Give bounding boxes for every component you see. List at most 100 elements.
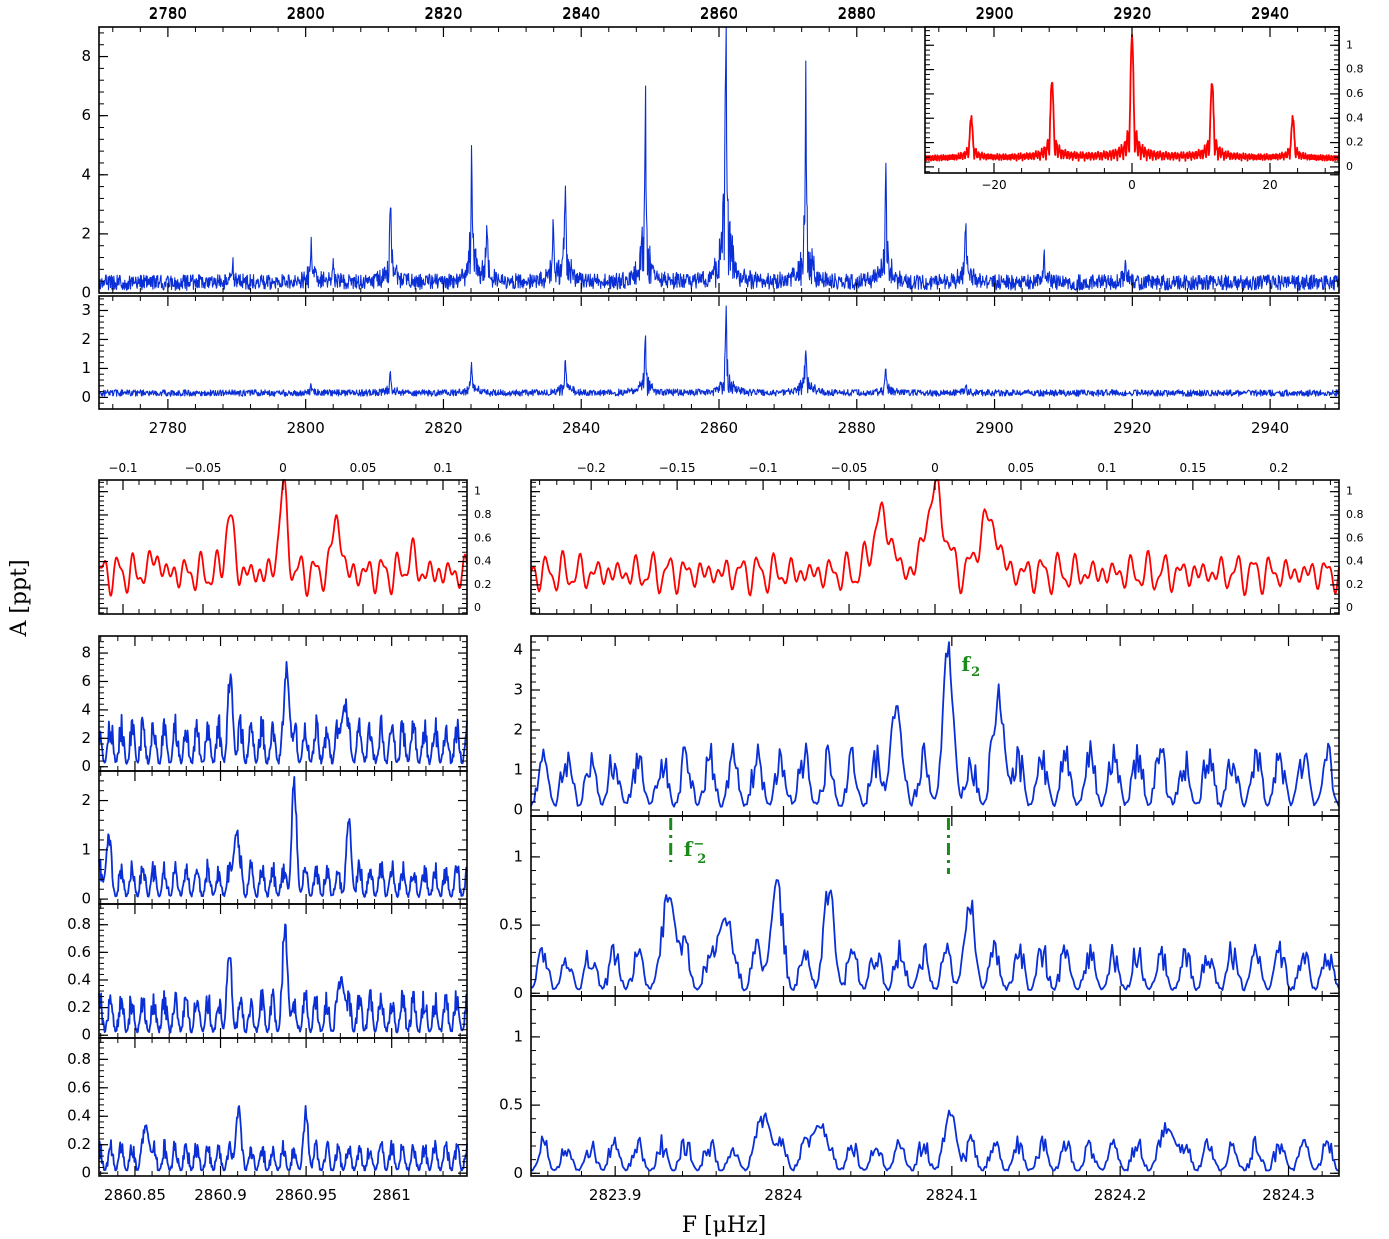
y-tick-label: 0 [81,1026,91,1044]
x-tick-label: 20 [1262,178,1277,192]
panel-right-panel-1: 0 1 2 3 4 f2 [513,635,1340,819]
x-tick-label: 2800 [287,5,325,23]
y-tick-label: 0.4 [1346,555,1364,568]
panel-frame [530,479,1340,615]
y-tick-label: 1 [513,847,523,865]
x-tick-label: 2920 [1113,419,1151,437]
y-tick-label: 2 [81,224,91,242]
y-tick-label: 0.5 [499,1096,523,1114]
series-line [98,1105,468,1172]
y-tick-label: 0.2 [1346,578,1364,591]
y-tick-label: 0 [513,1164,523,1182]
panel-frame [530,995,1340,1177]
y-tick-label: 0.4 [67,1107,91,1125]
series-line [98,305,1340,397]
y-tick-label: 1 [513,1027,523,1045]
x-tick-label: 2880 [838,5,876,23]
y-tick-label: 3 [513,681,523,699]
y-tick-label: 4 [513,641,523,659]
x-tick-label: 0.05 [350,461,377,475]
y-tick-label: 0.6 [1346,531,1364,544]
x-tick-label: −0.2 [577,461,606,475]
x-axis-label: F [μHz] [682,1213,767,1238]
y-tick-label: 0.8 [67,1050,91,1068]
peak-label: f− 2 [684,837,707,867]
y-tick-label: 1 [1346,485,1353,498]
x-tick-label: −0.05 [831,461,868,475]
panel-top-residual: 0 1 2 3 2780 2800 2820 2840 2860 2880 2900 2920 2940 [81,295,1340,437]
y-tick-label: 0 [81,1164,91,1182]
x-tick-label: 2900 [975,419,1013,437]
x-tick-label: 0.1 [1097,461,1116,475]
y-tick-label: 0 [81,388,91,406]
x-tick-label: −0.1 [108,461,137,475]
x-tick-label: 2860.95 [275,1186,337,1204]
panel-left-panel-4: 0 0.2 0.4 0.6 0.8 2860.85 2860.9 2860.95 2861 [67,1037,468,1204]
x-tick-label: 2860.85 [104,1186,166,1204]
x-tick-label: 2780 [149,4,187,22]
x-tick-label: 2780 [149,5,187,23]
x-tick-label: 2820 [424,419,462,437]
y-tick-label: 0.2 [67,998,91,1016]
x-tick-label: 2824.3 [1262,1186,1315,1204]
panel-top-inset-window: 0 0.2 0.4 0.6 0.8 1 −20 0 20 [924,26,1364,192]
x-tick-label: 0.2 [1269,461,1288,475]
y-tick-label: 0 [513,801,523,819]
panel-frame [530,635,1340,817]
panel-frame [98,635,468,772]
y-tick-label: 2 [513,721,523,739]
y-tick-label: 0.4 [474,555,492,568]
x-tick-label: 2900 [975,5,1013,23]
panel-frame [530,815,1340,997]
y-tick-label: 0.6 [67,1078,91,1096]
y-tick-label: 1 [513,761,523,779]
x-tick-label: −0.15 [659,461,696,475]
panel-right-panel-2: 0 0.5 1 f− 2 [499,815,1340,1002]
x-tick-label: 0 [931,461,939,475]
x-tick-label: 2820 [424,5,462,23]
panel-frame [98,1037,468,1177]
y-tick-label: 2 [81,791,91,809]
y-tick-label: 1 [81,840,91,858]
x-tick-label: 0.1 [433,461,452,475]
y-tick-label: 0 [81,757,91,775]
panel-right-panel-3: 0 0.5 1 2823.9 2824 2824.1 2824.2 2824.3 [499,995,1340,1204]
x-tick-label: 2820 [424,4,462,22]
x-tick-label: 2920 [1113,4,1151,22]
x-tick-label: 2940 [1251,4,1289,22]
panel-left-window: 0 0.2 0.4 0.6 0.8 1 −0.1 −0.05 0 0.05 0.1 [98,461,492,615]
series-line [530,641,1340,808]
peak-label-sub: 2 [697,852,706,867]
y-tick-label: 0 [1346,160,1353,173]
x-tick-label: 2824.2 [1094,1186,1147,1204]
panel-frame [98,770,468,905]
series-line [98,479,468,597]
y-tick-label: 3 [81,301,91,319]
y-tick-label: 1 [81,359,91,377]
x-tick-label: 2800 [287,4,325,22]
peak-label: f2 [961,652,980,680]
x-tick-label: 2824.1 [926,1186,979,1204]
series-line [98,923,468,1034]
panel-right-window: 0 0.2 0.4 0.6 0.8 1 −0.2 −0.15 −0.1 −0.05 0 0.05 0.1… [530,461,1364,615]
y-tick-label: 0 [474,601,481,614]
x-tick-label: −0.05 [185,461,222,475]
y-tick-label: 6 [81,106,91,124]
y-tick-label: 6 [81,672,91,690]
panel-left-panel-1: 0 2 4 6 8 [81,635,468,775]
y-tick-label: 0 [81,890,91,908]
x-tick-label: 0 [279,461,287,475]
x-tick-label: 2920 [1113,5,1151,23]
panel-top-main: 0 2 4 6 8 2780 2800 2820 2840 2860 2880 2900 2920 294… [81,4,1340,302]
x-tick-label: 2940 [1251,5,1289,23]
x-tick-label: 2840 [562,419,600,437]
panel-left-panel-3: 0 0.2 0.4 0.6 0.8 [67,903,468,1044]
x-tick-label: 2860 [700,4,738,22]
peak-label-sup: − [693,837,704,852]
x-tick-label: 2823.9 [589,1186,642,1204]
series-line [530,1109,1339,1172]
x-tick-label: 2800 [287,419,325,437]
x-tick-label: 2860.9 [194,1186,247,1204]
y-tick-label: 1 [474,485,481,498]
